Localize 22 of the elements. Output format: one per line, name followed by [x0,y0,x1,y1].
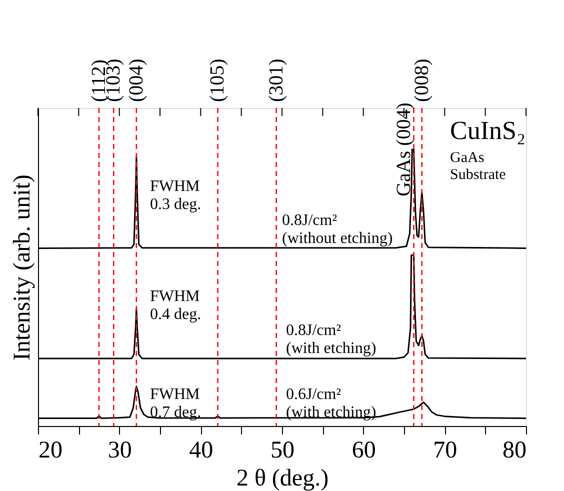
text: (008) [410,58,433,102]
annotation: FWHM 0.7 deg. [150,386,202,421]
x-tick-label: 40 [189,438,214,464]
x-tick-label: 60 [352,438,376,464]
x-tick-label: 20 [38,438,62,464]
text: CuInS₂ [450,116,526,145]
annotation: GaAs Substrate [450,150,506,183]
x-tick-label: 70 [433,438,458,464]
annotation: FWHM 0.3 deg. [150,178,202,213]
x-tick-label: 30 [108,438,132,464]
text: (105) [206,58,229,102]
annotation: GaAs (004) [392,102,415,196]
annotation: 0.6J/cm² (with etching) [286,386,376,421]
x-tick-label: 80 [502,438,526,464]
y-axis-title: Intensity (arb. unit) [10,174,36,360]
text: (004) [125,58,148,102]
text: (301) [265,58,288,102]
x-tick-label: 50 [270,438,294,464]
x-axis-title: 2 θ (deg.) [236,466,329,491]
annotation: 0.8J/cm² (with etching) [286,322,376,357]
annotation: 0.8J/cm² (without etching) [282,212,393,247]
annotation: FWHM 0.4 deg. [150,288,202,323]
